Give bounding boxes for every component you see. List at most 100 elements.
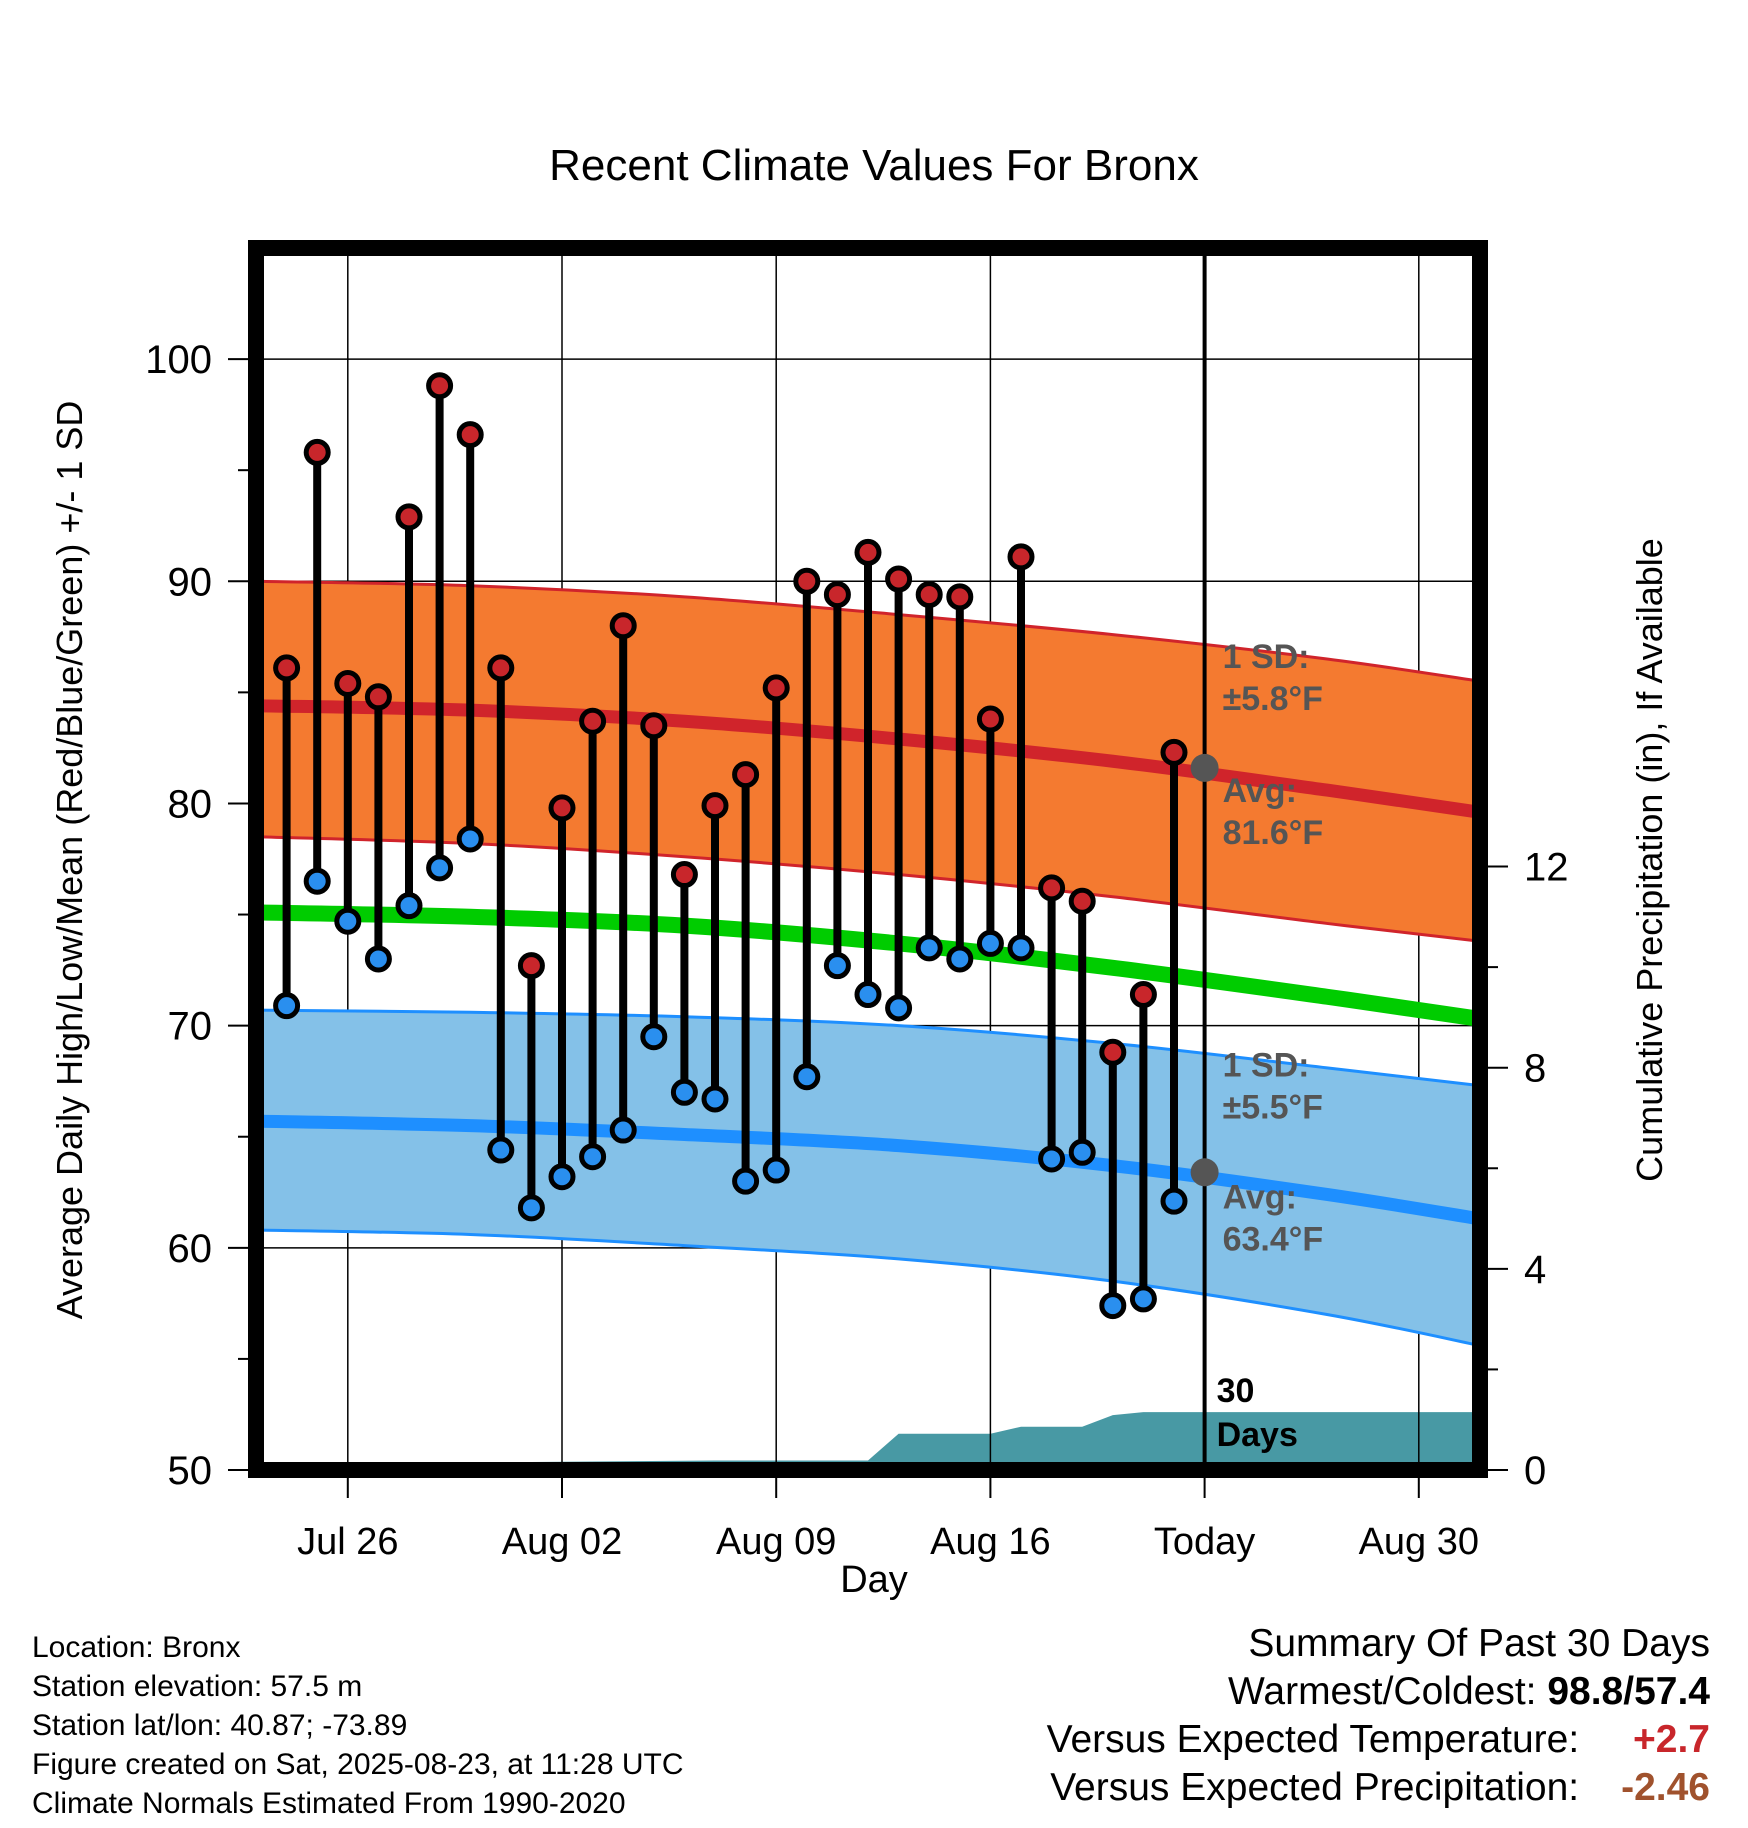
x-tick-label: Aug 16 [930, 1521, 1050, 1563]
expected-temp-label: Versus Expected Temperature: [1046, 1718, 1580, 1761]
low-sd-label: 1 SD: [1223, 1046, 1310, 1084]
observed-high-point [823, 581, 851, 609]
observed-high-point [456, 421, 484, 449]
warmest-coldest-value: 98.8/57.4 [1547, 1670, 1710, 1713]
x-axis-label: Day [840, 1559, 908, 1601]
x-tick-label: Today [1154, 1521, 1255, 1563]
summary-warmest-row: Warmest/Coldest: 98.8/57.4 [1047, 1668, 1710, 1716]
days-count-label: 30 [1217, 1372, 1255, 1410]
observed-low-point [517, 1194, 545, 1222]
observed-low-point [1099, 1292, 1127, 1320]
y-tick-label: 50 [168, 1449, 213, 1493]
expected-temp-value: +2.7 [1633, 1718, 1710, 1761]
observed-high-point [334, 669, 362, 697]
observed-high-point [885, 565, 913, 593]
observed-low-point [701, 1085, 729, 1113]
y-tick-label: 100 [145, 338, 212, 382]
expected-precip-label: Versus Expected Precipitation: [1050, 1766, 1580, 1809]
station-elevation: Station elevation: 57.5 m [32, 1670, 363, 1703]
climate-chart: Recent Climate Values For Bronx 1 SD: ±5.… [49, 141, 1670, 1601]
y-tick-label: 90 [168, 560, 213, 604]
y2-tick-label: 4 [1524, 1248, 1546, 1292]
x-tick-label: Aug 09 [716, 1521, 836, 1563]
station-info: Location: Bronx Station elevation: 57.5 … [32, 1628, 684, 1823]
climate-normals-period: Climate Normals Estimated From 1990-2020 [32, 1787, 626, 1820]
low-sd-upper-line [256, 1008, 1480, 1088]
y2-tick-label: 12 [1524, 846, 1569, 890]
observed-low-point [640, 1023, 668, 1051]
observed-high-point [303, 438, 331, 466]
observed-high-point [609, 612, 637, 640]
observed-high-point [395, 503, 423, 531]
observed-high-point [762, 674, 790, 702]
observed-high-point [579, 707, 607, 735]
observed-high-point [1068, 887, 1096, 915]
observed-high-point [701, 792, 729, 820]
observed-low-point [1160, 1187, 1188, 1215]
plot-content [256, 248, 1480, 1470]
observed-low-point [548, 1163, 576, 1191]
observed-high-point [854, 538, 882, 566]
observed-high-point [1007, 543, 1035, 571]
observed-low-point [487, 1136, 515, 1164]
observed-high-point [517, 952, 545, 980]
observed-low-point [854, 981, 882, 1009]
precip-area [256, 1412, 1480, 1470]
observed-high-point [915, 581, 943, 609]
observed-high-point [1129, 981, 1157, 1009]
y-axis-label: Average Daily High/Low/Mean (Red/Blue/Gr… [49, 401, 90, 1320]
summary-precip-row: Versus Expected Precipitation: -2.46 [1047, 1764, 1710, 1812]
warmest-coldest-label: Warmest/Coldest: [1228, 1670, 1537, 1713]
observed-low-point [793, 1063, 821, 1091]
today-low-average-point [1190, 1158, 1219, 1187]
high-avg-label: Avg: [1223, 772, 1297, 810]
observed-high-point [640, 712, 668, 740]
x-tick-label: Aug 30 [1359, 1521, 1479, 1563]
station-latlon: Station lat/lon: 40.87; -73.89 [32, 1709, 408, 1742]
low-sd-value: ±5.5°F [1223, 1088, 1323, 1126]
chart-title: Recent Climate Values For Bronx [549, 141, 1199, 190]
observed-low-point [334, 907, 362, 935]
observed-low-point [426, 854, 454, 882]
expected-precip-value: -2.46 [1621, 1766, 1710, 1809]
y-tick-label: 80 [168, 782, 213, 826]
observed-high-point [273, 654, 301, 682]
observed-low-point [915, 934, 943, 962]
observed-low-point [364, 945, 392, 973]
y-tick-label: 70 [168, 1005, 213, 1049]
observed-high-point [732, 761, 760, 789]
observed-low-point [885, 994, 913, 1022]
low-mean-line [256, 1114, 1480, 1226]
observed-high-point [426, 372, 454, 400]
summary-temp-row: Versus Expected Temperature: +2.7 [1047, 1716, 1710, 1764]
observed-high-point [976, 705, 1004, 733]
figure-created: Figure created on Sat, 2025-08-23, at 11… [32, 1748, 684, 1781]
y2-tick-label: 8 [1524, 1047, 1546, 1091]
observed-high-point [946, 583, 974, 611]
observed-low-point [762, 1156, 790, 1184]
summary-panel: Summary Of Past 30 Days Warmest/Coldest:… [1047, 1620, 1710, 1812]
days-word-label: Days [1217, 1416, 1298, 1454]
observed-high-point [1038, 874, 1066, 902]
observed-high-point [548, 794, 576, 822]
observed-low-point [579, 1143, 607, 1171]
high-sd-label: 1 SD: [1223, 638, 1310, 676]
y2-tick-label: 0 [1524, 1449, 1546, 1493]
y-tick-label: 60 [168, 1227, 213, 1271]
observed-low-point [1038, 1145, 1066, 1173]
high-sd-value: ±5.8°F [1223, 680, 1323, 718]
x-tick-label: Jul 26 [297, 1521, 398, 1563]
plot-frame [248, 240, 1488, 1478]
plot-area: 1 SD: ±5.8°F Avg: 81.6°F 1 SD: ±5.5°F Avg: 63.4… [145, 240, 1569, 1563]
low-avg-label: Avg: [1223, 1178, 1297, 1216]
low-sd-lower-line [256, 1228, 1480, 1348]
observed-low-point [732, 1167, 760, 1195]
observed-high-point [1160, 738, 1188, 766]
observed-low-point [395, 892, 423, 920]
y2-axis-label: Cumulative Precipitation (in), If Availa… [1629, 538, 1670, 1182]
observed-low-point [1068, 1138, 1096, 1166]
observed-low-point [273, 992, 301, 1020]
observed-high-point [364, 683, 392, 711]
observed-low-point [1129, 1285, 1157, 1313]
observed-low-point [303, 867, 331, 895]
